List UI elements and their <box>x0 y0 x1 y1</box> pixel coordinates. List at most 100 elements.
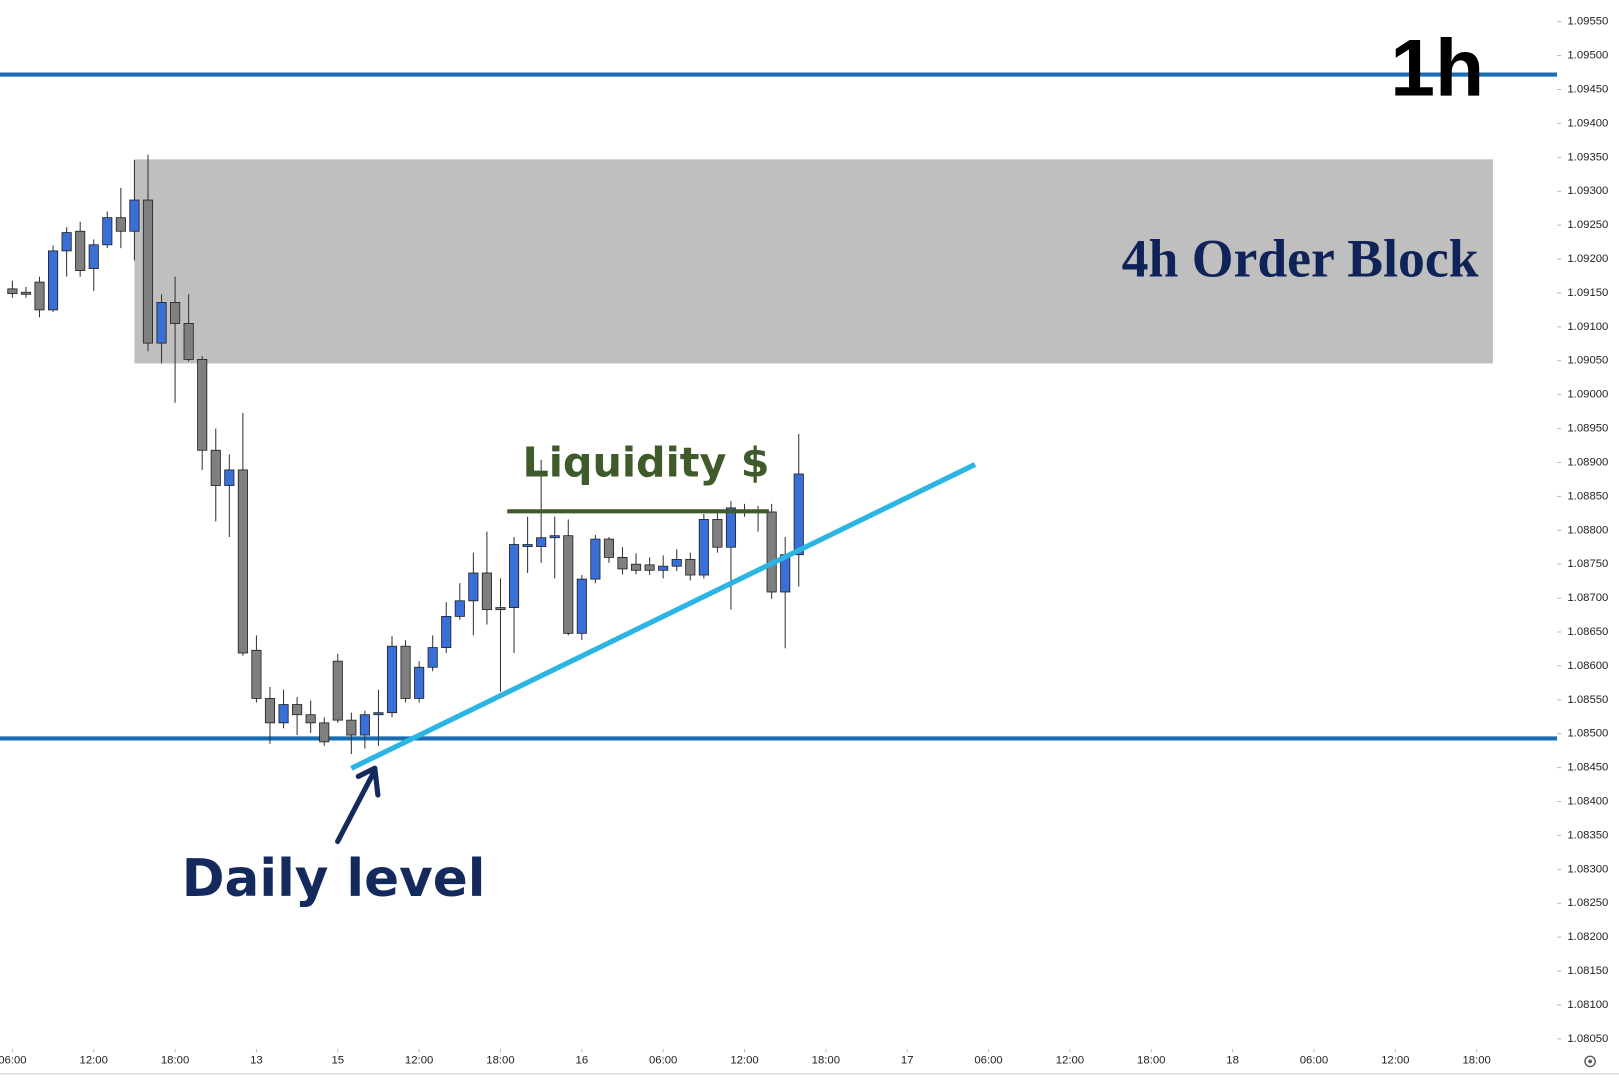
candle-body <box>712 519 723 548</box>
y-tick-label: 1.08850 <box>1567 490 1608 502</box>
y-tick-label: 1.09400 <box>1567 117 1608 129</box>
x-tick-label: 06:00 <box>0 1054 27 1066</box>
x-tick-label: 06:00 <box>649 1054 677 1066</box>
x-tick-label: 12:00 <box>730 1054 758 1066</box>
y-tick-label: 1.08350 <box>1567 829 1608 841</box>
y-tick-label: 1.09100 <box>1567 321 1608 333</box>
candle-body <box>142 199 154 344</box>
x-tick-label: 18:00 <box>486 1054 514 1066</box>
x-tick-label: 17 <box>901 1054 914 1066</box>
candle-body <box>468 572 479 602</box>
y-tick-label: 1.09350 <box>1567 151 1608 163</box>
x-tick-label: 15 <box>331 1054 344 1066</box>
y-tick-label: 1.09050 <box>1567 355 1608 367</box>
candle-body <box>793 473 804 556</box>
y-tick-label: 1.08300 <box>1567 863 1608 875</box>
candle-body <box>725 507 737 548</box>
x-tick-label: 18:00 <box>161 1054 189 1066</box>
candle-body <box>373 712 384 716</box>
candle-body <box>671 559 682 567</box>
y-tick-label: 1.08150 <box>1567 965 1608 977</box>
y-tick-label: 1.09200 <box>1567 253 1608 265</box>
zone <box>134 159 1493 364</box>
y-tick-label: 1.08800 <box>1567 524 1608 536</box>
y-tick-label: 1.08500 <box>1567 728 1608 740</box>
candle-body <box>210 449 221 486</box>
y-tick-label: 1.09150 <box>1567 287 1608 299</box>
x-tick-label: 16 <box>576 1054 589 1066</box>
x-tick-label: 18:00 <box>812 1054 840 1066</box>
candle-body <box>292 704 303 716</box>
candle-body <box>481 572 492 611</box>
candle-body <box>427 647 438 668</box>
candle-body <box>698 519 709 576</box>
y-tick-label: 1.09250 <box>1567 219 1608 231</box>
y-tick-label: 1.09550 <box>1567 16 1608 28</box>
arrow <box>335 765 381 845</box>
x-tick-label: 13 <box>250 1054 263 1066</box>
x-tick-label: 18:00 <box>1462 1054 1490 1066</box>
x-tick-label: 12:00 <box>405 1054 433 1066</box>
candle-body <box>766 511 777 593</box>
y-tick-label: 1.09450 <box>1567 84 1608 96</box>
y-tick-label: 1.09300 <box>1567 185 1608 197</box>
timeframe-label: 1h <box>1390 24 1484 114</box>
x-tick-label: 06:00 <box>1300 1054 1328 1066</box>
candle-body <box>685 559 696 576</box>
line-label: Liquidity $ <box>522 439 769 487</box>
x-tick-label: 12:00 <box>1056 1054 1084 1066</box>
axes: 1.08050 1.08100 1.08150 1.08200 1.08250 1.083… <box>0 16 1619 1075</box>
candle-body <box>441 615 452 649</box>
candle-body <box>278 704 289 724</box>
y-tick-label: 1.08650 <box>1567 626 1608 638</box>
y-tick-label: 1.09500 <box>1567 50 1608 62</box>
candle-body <box>61 232 72 252</box>
y-tick-label: 1.09000 <box>1567 389 1608 401</box>
candle-body <box>115 217 126 232</box>
candle-body <box>576 578 587 634</box>
y-tick-label: 1.08450 <box>1567 762 1608 774</box>
candle-body <box>508 544 520 608</box>
candle-body <box>400 645 411 699</box>
candle-body <box>536 537 547 547</box>
candle-body <box>414 666 425 699</box>
candle-body <box>386 645 398 714</box>
zones <box>134 159 1493 364</box>
candle-body <box>522 544 533 547</box>
y-tick-label: 1.08900 <box>1567 456 1608 468</box>
y-tick-label: 1.08600 <box>1567 660 1608 672</box>
candle-body <box>183 323 194 360</box>
candle-body <box>454 600 465 617</box>
candle-body <box>34 281 45 311</box>
candle-body <box>20 291 32 295</box>
x-tick-label: 18:00 <box>1137 1054 1165 1066</box>
candle-body <box>237 469 248 654</box>
candle-body <box>156 302 167 344</box>
candle-body <box>102 217 113 246</box>
candle-body <box>48 250 59 311</box>
y-tick-label: 1.08200 <box>1567 931 1608 943</box>
candles <box>7 154 804 755</box>
candle-body <box>224 469 235 486</box>
y-tick-label: 1.08700 <box>1567 592 1608 604</box>
x-tick-label: 12:00 <box>1381 1054 1409 1066</box>
candle-body <box>590 538 601 580</box>
candle-body <box>129 199 140 232</box>
candle-body <box>88 244 99 269</box>
levels <box>0 72 1558 741</box>
y-tick-label: 1.08400 <box>1567 796 1608 808</box>
settings-icon[interactable] <box>1584 1055 1596 1068</box>
x-tick-label: 12:00 <box>80 1054 108 1066</box>
candle-body <box>75 230 86 271</box>
candle-body <box>617 556 628 570</box>
x-tick-label: 06:00 <box>974 1054 1002 1066</box>
candle-body <box>251 649 262 699</box>
candle-body <box>495 607 506 611</box>
drawn-line <box>350 462 977 771</box>
lines <box>350 462 977 771</box>
candle-body <box>359 714 370 736</box>
candle-body <box>658 565 669 571</box>
candle-body <box>305 714 316 724</box>
candle-body <box>7 288 18 295</box>
